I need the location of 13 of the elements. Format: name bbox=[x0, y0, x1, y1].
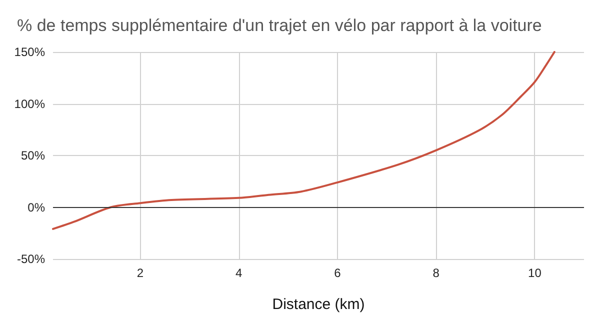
chart-title: % de temps supplémentaire d'un trajet en vélo par rapport à la voiture bbox=[17, 16, 542, 35]
y-tick-label: -50% bbox=[16, 252, 46, 266]
x-tick-label: 6 bbox=[334, 266, 342, 280]
x-tick-label: 8 bbox=[432, 266, 440, 280]
y-tick-label: 100% bbox=[14, 96, 46, 111]
x-axis-title: Distance (km) bbox=[272, 296, 365, 313]
y-tick-label: 0% bbox=[28, 200, 46, 214]
y-tick-label: 150% bbox=[14, 45, 46, 59]
y-tick-label: 50% bbox=[20, 148, 46, 162]
line-series bbox=[52, 51, 556, 230]
x-tick-label: 10 bbox=[528, 266, 542, 280]
x-tick-label: 4 bbox=[236, 266, 243, 280]
x-tick-label: 2 bbox=[136, 266, 144, 280]
